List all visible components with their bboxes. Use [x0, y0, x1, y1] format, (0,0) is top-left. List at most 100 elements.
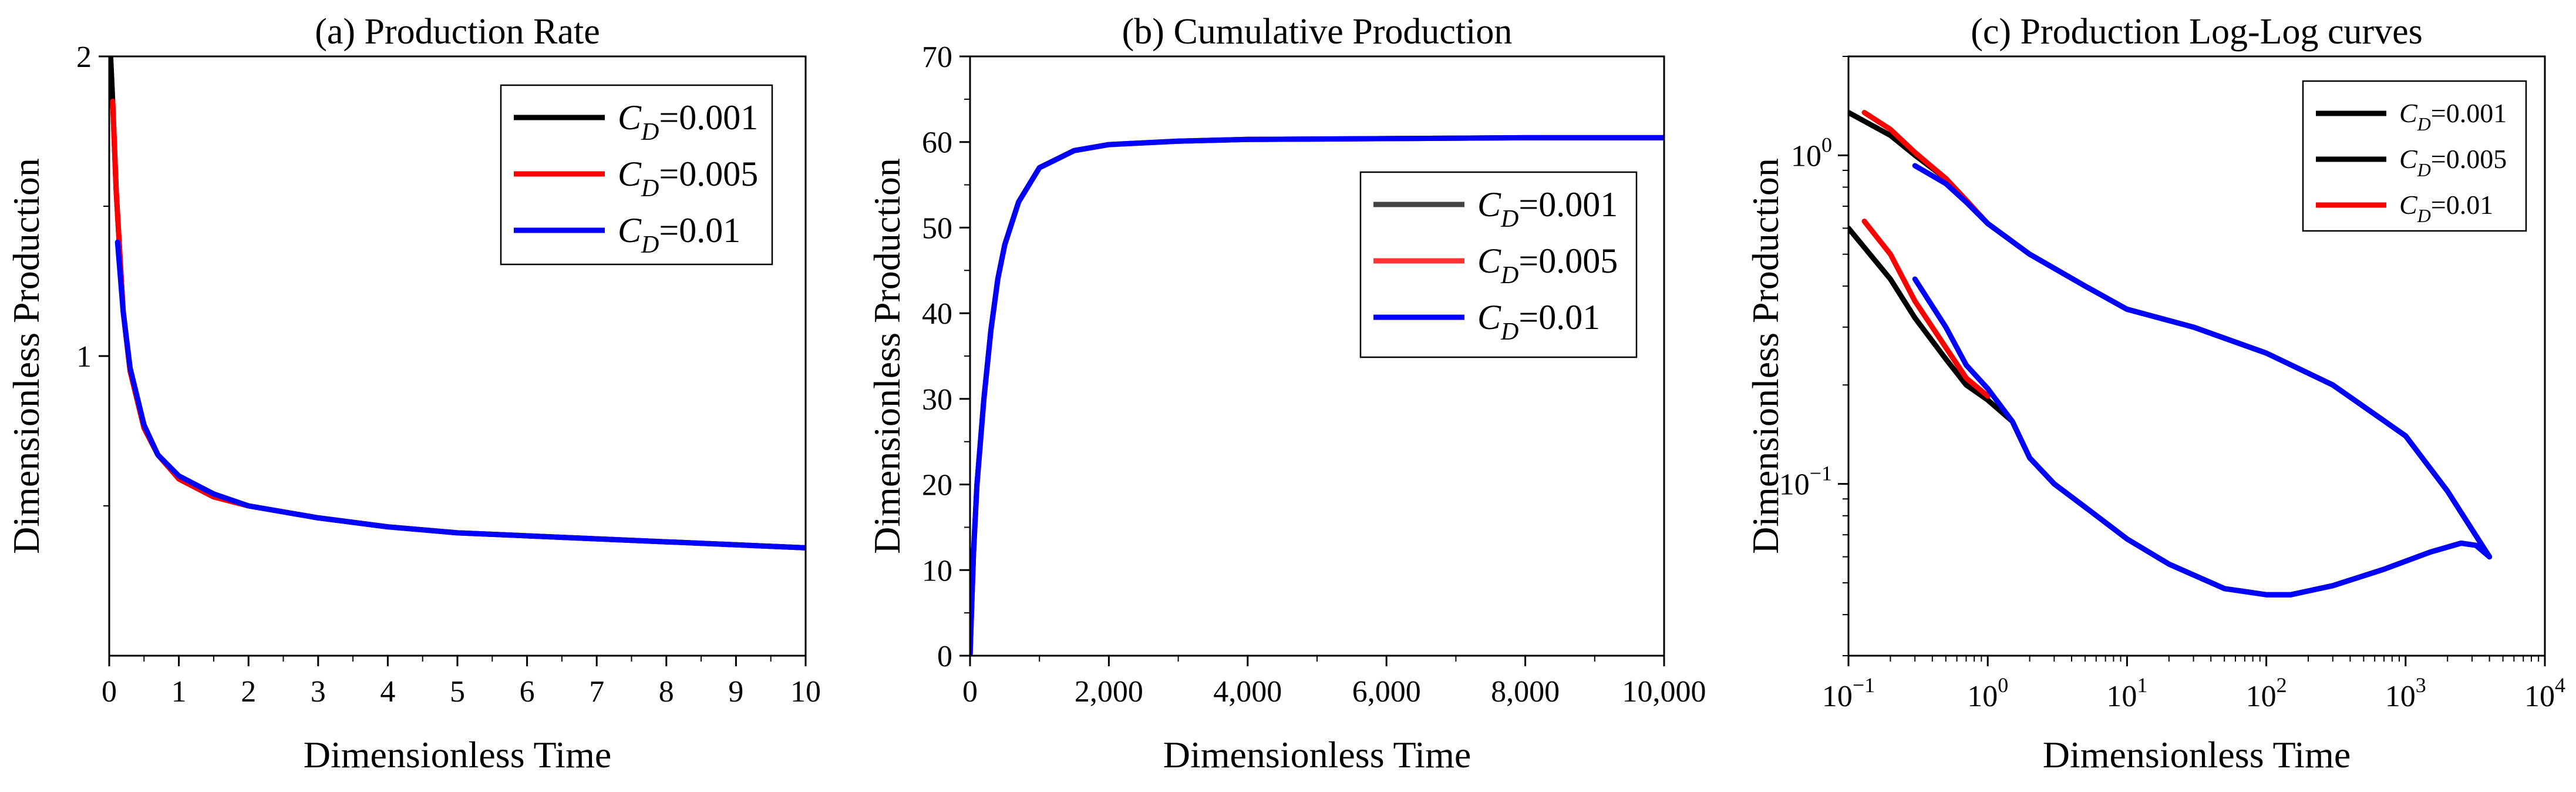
tick-exponent: 3	[2416, 673, 2426, 697]
legend-symbol: C	[618, 211, 642, 250]
y-tick-label: 0	[937, 640, 952, 673]
x-tick-label: 1	[171, 675, 187, 709]
x-tick-label: 101	[2106, 673, 2147, 713]
series-line-2	[1912, 163, 2493, 560]
legend-label: CD=0.005	[2399, 144, 2507, 180]
legend-value: =0.001	[659, 98, 758, 137]
x-tick-label: 8,000	[1491, 675, 1560, 709]
tick-base: 10	[1779, 468, 1810, 502]
chart-title: (c) Production Log-Log curves	[1971, 12, 2423, 52]
x-tick-label: 10−1	[1822, 673, 1875, 713]
legend-subscript: D	[1500, 206, 1518, 233]
x-tick-label: 102	[2246, 673, 2287, 713]
x-tick-label: 9	[728, 675, 743, 709]
tick-base: 10	[2524, 680, 2555, 713]
legend-value: =0.01	[1518, 298, 1600, 337]
legend-label: CD=0.01	[2399, 190, 2493, 226]
legend-subscript: D	[1500, 318, 1518, 345]
legend-label: CD=0.001	[1477, 185, 1618, 233]
legend-symbol: C	[1477, 185, 1501, 224]
tick-base: 10	[1791, 139, 1821, 173]
legend-symbol: C	[2399, 98, 2418, 128]
y-tick-label: 2	[76, 41, 92, 74]
legend-subscript: D	[1500, 262, 1518, 289]
series-line-3	[1848, 225, 2493, 598]
legend-label: CD=0.001	[2399, 98, 2507, 135]
legend-subscript: D	[2417, 113, 2431, 135]
tick-exponent: −1	[1810, 462, 1832, 485]
x-tick-label: 103	[2385, 673, 2426, 713]
y-tick-label: 20	[922, 469, 952, 502]
legend-symbol: C	[618, 155, 642, 193]
panel-cumulative-production: 0 2,000 4,000 6,000 8,000 10,000 0 10 20 30 40 50 60…	[866, 12, 1706, 776]
legend-symbol: C	[1477, 298, 1501, 337]
y-axis-label: Dimensionless Production	[5, 158, 47, 554]
series-group	[1848, 110, 2493, 598]
series-line-2	[115, 239, 806, 551]
y-tick-label: 70	[922, 41, 952, 74]
tick-base: 10	[2106, 680, 2137, 713]
legend-symbol: C	[2399, 144, 2418, 174]
x-tick-label: 100	[1967, 673, 2008, 713]
plot-frame	[1847, 55, 2546, 657]
tick-exponent: 0	[1998, 673, 2008, 697]
legend-label: CD=0.001	[618, 98, 758, 146]
legend-value: =0.005	[659, 155, 758, 193]
x-tick-label: 4	[380, 675, 395, 709]
tick-exponent: 0	[1821, 133, 1832, 156]
y-tick-label: 40	[922, 297, 952, 331]
legend-subscript: D	[2417, 205, 2431, 226]
series-line-2	[970, 135, 1664, 656]
y-tick-label: 50	[922, 212, 952, 245]
tick-exponent: 4	[2555, 673, 2565, 697]
legend-symbol: C	[1477, 241, 1501, 280]
legend-value: =0.005	[2431, 144, 2507, 174]
legend-label: CD=0.01	[618, 211, 740, 259]
legend-symbol: C	[618, 98, 642, 137]
x-tick-label: 4,000	[1213, 675, 1282, 709]
x-tick-label: 0	[102, 675, 117, 709]
y-axis-label: Dimensionless Production	[866, 158, 908, 554]
legend-label: CD=0.005	[1477, 241, 1618, 289]
legend-subscript: D	[641, 231, 659, 259]
legend-value: =0.005	[1518, 241, 1618, 280]
legend-subscript: D	[641, 119, 659, 146]
x-tick-label: 2,000	[1075, 675, 1143, 709]
tick-base: 10	[1822, 680, 1853, 713]
x-tick-label: 0	[962, 675, 978, 709]
tick-exponent: −1	[1853, 673, 1875, 697]
series-group	[970, 135, 1664, 656]
y-tick-label: 10	[922, 554, 952, 588]
legend-subscript: D	[2417, 159, 2431, 180]
series-line-5	[1912, 276, 2493, 598]
tick-exponent: 1	[2137, 673, 2147, 697]
y-tick-label: 1	[76, 340, 92, 374]
tick-base: 10	[2246, 680, 2277, 713]
series-line-4	[1861, 219, 1991, 399]
legend-value: =0.001	[2431, 98, 2507, 128]
x-tick-label: 10	[790, 675, 821, 709]
x-tick-label: 6,000	[1352, 675, 1421, 709]
tick-base: 10	[2385, 680, 2416, 713]
legend-value: =0.01	[659, 211, 740, 250]
tick-base: 10	[1967, 680, 1998, 713]
legend-value: =0.01	[2431, 190, 2493, 220]
x-axis-label: Dimensionless Time	[1163, 734, 1471, 776]
x-tick-label: 2	[241, 675, 256, 709]
x-tick-label: 5	[450, 675, 465, 709]
legend-symbol: C	[2399, 190, 2418, 220]
x-tick-label: 104	[2524, 673, 2565, 713]
y-tick-label: 100	[1791, 133, 1832, 173]
legend-label: CD=0.005	[618, 155, 758, 202]
legend-label: CD=0.01	[1477, 298, 1600, 345]
x-axis-label: Dimensionless Time	[2043, 734, 2351, 776]
legend-subscript: D	[641, 175, 659, 202]
legend-value: =0.001	[1518, 185, 1618, 224]
x-tick-label: 3	[311, 675, 326, 709]
x-tick-label: 10,000	[1622, 675, 1706, 709]
chart-title: (b) Cumulative Production	[1122, 12, 1513, 52]
y-tick-label: 60	[922, 126, 952, 160]
series-group	[109, 56, 806, 551]
